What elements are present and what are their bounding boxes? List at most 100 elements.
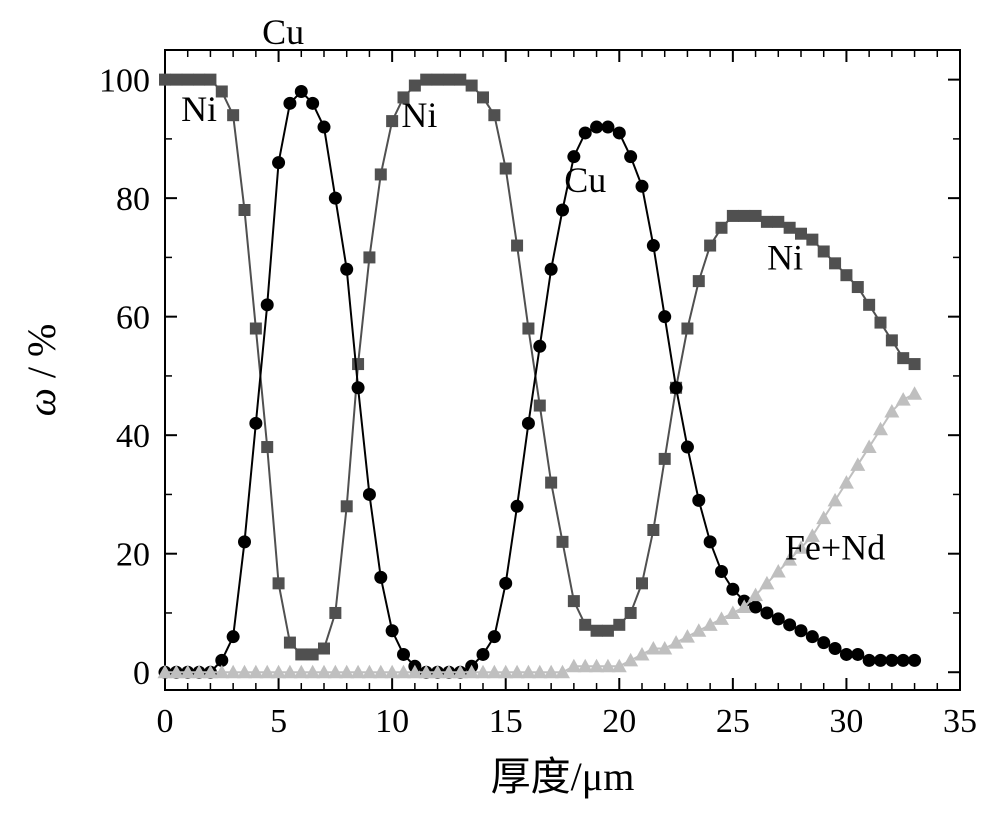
marker-square	[909, 358, 921, 370]
marker-square	[261, 441, 273, 453]
marker-square	[352, 358, 364, 370]
marker-square	[591, 625, 603, 637]
depth-profile-chart: 05101520253035020406080100厚度/μmω / %NiCu…	[0, 0, 1000, 828]
marker-circle	[726, 583, 739, 596]
marker-circle	[306, 97, 319, 110]
marker-circle	[817, 636, 830, 649]
ytick-label: 20	[116, 537, 150, 574]
marker-square	[647, 524, 659, 536]
marker-square	[239, 204, 251, 216]
marker-circle	[704, 535, 717, 548]
marker-square	[727, 210, 739, 222]
marker-circle	[715, 565, 728, 578]
marker-square	[227, 109, 239, 121]
x-axis-label: 厚度/μm	[491, 754, 635, 799]
xtick-label: 25	[716, 703, 750, 740]
marker-square	[806, 234, 818, 246]
marker-circle	[749, 601, 762, 614]
marker-circle	[613, 126, 626, 139]
marker-circle	[897, 654, 910, 667]
marker-circle	[545, 263, 558, 276]
marker-square	[318, 643, 330, 655]
marker-circle	[374, 571, 387, 584]
marker-circle	[488, 630, 501, 643]
marker-circle	[806, 630, 819, 643]
marker-square	[454, 74, 466, 86]
marker-circle	[670, 381, 683, 394]
marker-circle	[340, 263, 353, 276]
marker-square	[613, 619, 625, 631]
marker-circle	[863, 654, 876, 667]
marker-square	[852, 281, 864, 293]
marker-square	[840, 269, 852, 281]
marker-square	[375, 168, 387, 180]
annotation: Ni	[181, 89, 217, 129]
xtick-label: 0	[157, 703, 174, 740]
marker-circle	[533, 340, 546, 353]
marker-square	[750, 210, 762, 222]
marker-square	[761, 216, 773, 228]
marker-circle	[579, 126, 592, 139]
marker-square	[863, 299, 875, 311]
marker-square	[557, 536, 569, 548]
marker-circle	[760, 606, 773, 619]
marker-circle	[238, 535, 251, 548]
ytick-label: 80	[116, 181, 150, 218]
marker-square	[522, 323, 534, 335]
marker-circle	[329, 192, 342, 205]
ytick-label: 0	[133, 655, 150, 692]
marker-circle	[352, 381, 365, 394]
marker-circle	[511, 500, 524, 513]
ytick-label: 100	[99, 63, 150, 100]
marker-square	[636, 577, 648, 589]
marker-square	[204, 74, 216, 86]
marker-square	[511, 240, 523, 252]
marker-circle	[908, 654, 921, 667]
marker-circle	[590, 121, 603, 134]
marker-square	[193, 74, 205, 86]
marker-square	[602, 625, 614, 637]
marker-circle	[261, 298, 274, 311]
xtick-label: 35	[943, 703, 977, 740]
marker-circle	[249, 417, 262, 430]
marker-square	[886, 334, 898, 346]
marker-square	[568, 595, 580, 607]
marker-circle	[692, 494, 705, 507]
marker-circle	[840, 648, 853, 661]
marker-square	[534, 400, 546, 412]
marker-square	[704, 240, 716, 252]
xtick-label: 15	[489, 703, 523, 740]
marker-circle	[851, 648, 864, 661]
marker-circle	[772, 612, 785, 625]
marker-square	[681, 323, 693, 335]
marker-square	[659, 453, 671, 465]
marker-square	[386, 115, 398, 127]
marker-circle	[272, 156, 285, 169]
annotation: Cu	[262, 12, 304, 52]
marker-square	[818, 245, 830, 257]
marker-square	[716, 222, 728, 234]
marker-square	[477, 91, 489, 103]
marker-square	[182, 74, 194, 86]
marker-square	[341, 500, 353, 512]
y-axis-label: ω / %	[19, 324, 64, 417]
marker-square	[159, 74, 171, 86]
marker-circle	[601, 121, 614, 134]
marker-square	[500, 163, 512, 175]
marker-circle	[658, 310, 671, 323]
marker-square	[784, 222, 796, 234]
marker-circle	[499, 577, 512, 590]
marker-circle	[397, 648, 410, 661]
marker-square	[897, 352, 909, 364]
marker-square	[329, 607, 341, 619]
marker-circle	[795, 624, 808, 637]
marker-square	[170, 74, 182, 86]
marker-square	[772, 216, 784, 228]
marker-circle	[386, 624, 399, 637]
marker-square	[875, 317, 887, 329]
marker-circle	[318, 121, 331, 134]
marker-square	[216, 85, 228, 97]
marker-circle	[885, 654, 898, 667]
marker-square	[273, 577, 285, 589]
xtick-label: 30	[829, 703, 863, 740]
